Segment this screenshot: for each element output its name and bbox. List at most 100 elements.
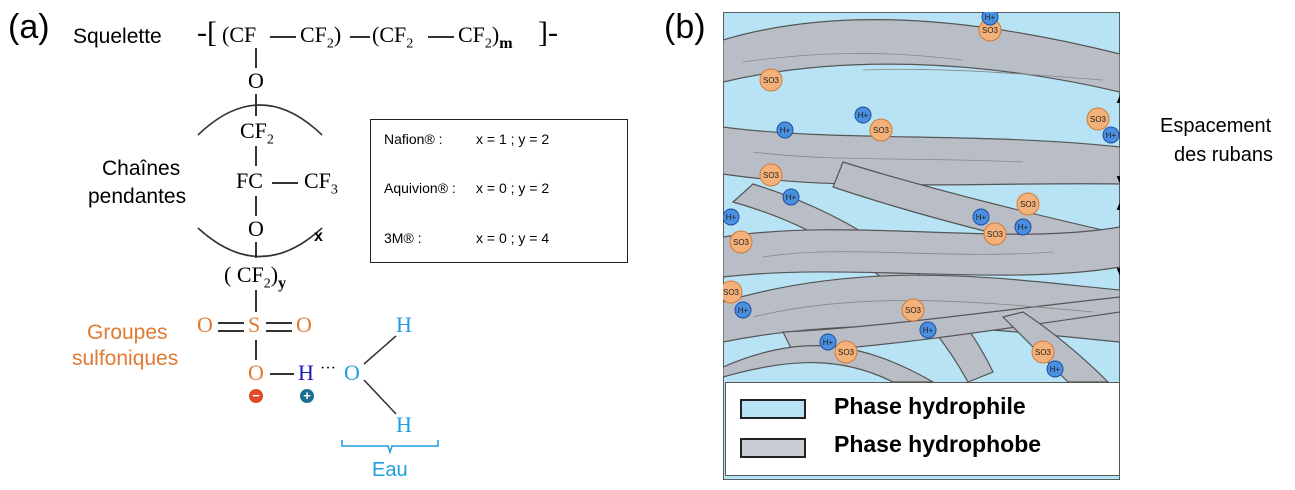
proton-icon bbox=[919, 321, 937, 339]
proton-icon-label: H+ bbox=[858, 111, 869, 120]
spacing-label-line2: des rubans bbox=[1174, 144, 1273, 166]
repeat-x: x bbox=[314, 228, 323, 245]
double-bond bbox=[266, 330, 292, 332]
ribbon bbox=[782, 296, 1120, 353]
double-bond bbox=[218, 322, 244, 324]
proton-icon bbox=[1046, 360, 1064, 378]
bond bbox=[270, 36, 296, 38]
ionomer-table: Nafion® :x = 1 ; y = 2 Aquivion® :x = 0 … bbox=[370, 119, 628, 263]
so3-group-icon bbox=[983, 222, 1007, 246]
proton-icon bbox=[776, 121, 794, 139]
so3-group-icon bbox=[759, 163, 783, 187]
legend-swatch-hydrophobe bbox=[740, 438, 806, 458]
so3-group-icon-label: SO3 bbox=[873, 126, 890, 135]
water-bonds bbox=[363, 335, 397, 415]
proton-icon bbox=[819, 333, 837, 351]
proton-icon bbox=[854, 106, 872, 124]
legend-swatch-hydrophile bbox=[740, 399, 806, 419]
bond bbox=[255, 48, 257, 68]
atom-o2: O bbox=[248, 216, 264, 241]
so3-group-icon bbox=[1086, 107, 1110, 131]
so3-group-icon-label: SO3 bbox=[733, 238, 750, 247]
proton-icon-label: H+ bbox=[823, 338, 834, 347]
so3-group-icon-label: SO3 bbox=[763, 76, 780, 85]
proton-icon bbox=[723, 208, 740, 226]
double-bond bbox=[266, 322, 292, 324]
proton-icon-label: H+ bbox=[1106, 131, 1117, 140]
side-chain-label-line2: pendantes bbox=[88, 185, 187, 208]
arc-bottom bbox=[197, 227, 323, 258]
hydrogen-bond: ··· bbox=[320, 360, 336, 377]
spacing-label-line1: Espacement bbox=[1160, 115, 1272, 137]
so3-group-icon bbox=[759, 68, 783, 92]
atom-o-bottom: O bbox=[248, 360, 264, 385]
so3-group-icon bbox=[1016, 192, 1040, 216]
backbone-bracket-close: ]- bbox=[538, 16, 558, 49]
panel-a-label: (a) bbox=[8, 8, 50, 46]
proton-icon-label: H+ bbox=[738, 306, 749, 315]
proton-icon bbox=[1102, 126, 1120, 144]
bond bbox=[255, 242, 257, 258]
so3-group-icon bbox=[901, 298, 925, 322]
so3-group-icon-label: SO3 bbox=[905, 306, 922, 315]
backbone-cf: (CF bbox=[222, 22, 257, 47]
so3-group-icon-label: SO3 bbox=[763, 171, 780, 180]
proton-icon-label: H+ bbox=[1018, 223, 1029, 232]
water-o: O bbox=[344, 360, 360, 385]
backbone-cf2-b: (CF2 bbox=[372, 22, 414, 52]
ribbon bbox=[723, 226, 1120, 278]
backbone-cf2-c: CF2)m bbox=[458, 22, 513, 52]
so3-group-icon-label: SO3 bbox=[1020, 200, 1037, 209]
negative-charge-icon: − bbox=[249, 389, 263, 403]
water-h-top: H bbox=[396, 312, 412, 337]
atom-h: H bbox=[298, 360, 314, 385]
bond bbox=[350, 36, 370, 38]
so3-group-icon bbox=[729, 230, 753, 254]
proton-icon-label: H+ bbox=[976, 213, 987, 222]
table-row: 3M® :x = 0 ; y = 4 bbox=[384, 230, 550, 246]
proton-icon bbox=[734, 301, 752, 319]
bond bbox=[270, 373, 294, 375]
so3-group-icon-label: SO3 bbox=[1035, 348, 1052, 357]
atom-o-left: O bbox=[197, 312, 213, 337]
so3-group-icon-label: SO3 bbox=[723, 288, 740, 297]
bond bbox=[428, 36, 454, 38]
so3-group-icon bbox=[869, 118, 893, 142]
bond bbox=[255, 290, 257, 312]
bond bbox=[255, 146, 257, 166]
so3-group-icon-label: SO3 bbox=[982, 26, 999, 35]
arc-top bbox=[197, 104, 323, 136]
so3-group-icon-label: SO3 bbox=[987, 230, 1004, 239]
panel-b-label: (b) bbox=[664, 8, 706, 46]
side-chain-brackets bbox=[197, 104, 323, 258]
bond bbox=[255, 340, 257, 360]
atom-fc: FC bbox=[236, 168, 263, 193]
so3-group-icon bbox=[723, 280, 743, 304]
proton-icon bbox=[981, 12, 999, 26]
so3-group-icon-label: SO3 bbox=[1090, 115, 1107, 124]
atom-cf2: CF2 bbox=[240, 118, 274, 148]
table-row: Aquivion® :x = 0 ; y = 2 bbox=[384, 180, 550, 196]
proton-icon bbox=[782, 188, 800, 206]
ribbon bbox=[723, 126, 1120, 186]
table-row: Nafion® :x = 1 ; y = 2 bbox=[384, 131, 550, 147]
proton-icon-label: H+ bbox=[985, 13, 996, 22]
atom-cf3: CF3 bbox=[304, 168, 338, 198]
proton-icon bbox=[972, 208, 990, 226]
atom-s: S bbox=[248, 312, 261, 337]
backbone-cf2: CF2) bbox=[300, 22, 342, 52]
proton-icon-label: H+ bbox=[1050, 365, 1061, 374]
proton-icon-label: H+ bbox=[780, 126, 791, 135]
so3-group-icon bbox=[834, 340, 858, 364]
water-label: Eau bbox=[372, 459, 408, 481]
atom-cf2y: ( CF2)y bbox=[224, 262, 287, 292]
atom-o-right: O bbox=[296, 312, 312, 337]
double-bond bbox=[218, 330, 244, 332]
proton-icon-label: H+ bbox=[726, 213, 737, 222]
so3-group-icon-label: SO3 bbox=[838, 348, 855, 357]
legend-label-hydrophile: Phase hydrophile bbox=[834, 393, 1026, 419]
bond bbox=[272, 182, 298, 184]
side-chain-label-line1: Chaînes bbox=[102, 157, 181, 180]
legend-label-hydrophobe: Phase hydrophobe bbox=[834, 431, 1042, 457]
